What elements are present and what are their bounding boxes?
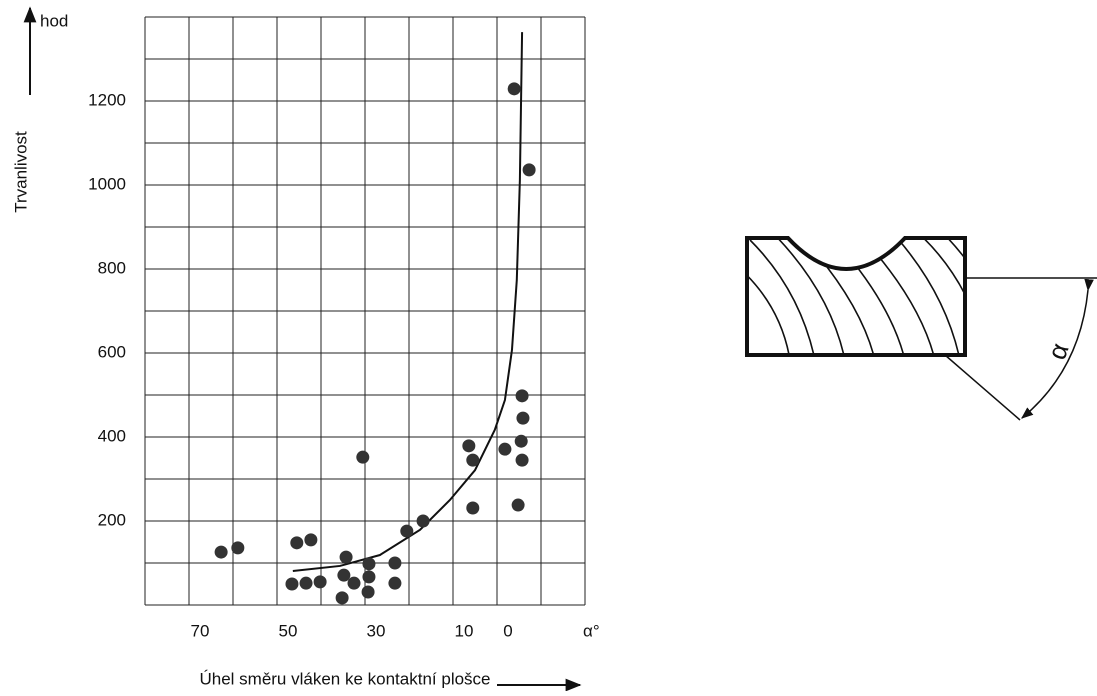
data-point: [466, 501, 480, 515]
x-tick-label: 10: [455, 621, 474, 640]
data-point: [304, 533, 318, 547]
y-tick-label: 1200: [88, 90, 126, 109]
data-point: [285, 577, 299, 591]
y-tick-label: 1000: [88, 174, 126, 193]
data-point: [335, 591, 349, 605]
data-point: [511, 498, 525, 512]
x-unit: α°: [583, 621, 600, 640]
data-point: [388, 556, 402, 570]
data-point: [362, 570, 376, 584]
data-point: [515, 389, 529, 403]
wood-piece: [745, 236, 967, 357]
data-point: [400, 524, 414, 538]
x-tick-label: 30: [367, 621, 386, 640]
x-tick-label: 50: [279, 621, 298, 640]
data-point: [514, 434, 528, 448]
y-unit: hod: [40, 11, 68, 30]
x-label: Úhel směru vláken ke kontaktní plošce: [199, 669, 490, 688]
data-point: [290, 536, 304, 550]
fiber-line: [944, 354, 1021, 421]
angle-arc: [1021, 278, 1094, 419]
data-point: [416, 514, 430, 528]
data-point: [516, 411, 530, 425]
data-point: [361, 585, 375, 599]
data-point: [462, 439, 476, 453]
data-point: [522, 163, 536, 177]
data-point: [356, 450, 370, 464]
data-point: [466, 453, 480, 467]
y-label: Trvanlivost: [11, 131, 30, 213]
y-tick-label: 400: [98, 426, 126, 445]
data-point: [339, 550, 353, 564]
angle-label: α: [1041, 339, 1074, 363]
y-tick-label: 600: [98, 342, 126, 361]
y-tick-label: 200: [98, 510, 126, 529]
data-point: [498, 442, 512, 456]
data-point: [515, 453, 529, 467]
data-point: [299, 576, 313, 590]
plot: 200 400 600 800 1000 1200 70 50 30 10 0: [88, 16, 586, 640]
x-tick-label: 70: [191, 621, 210, 640]
x-tick-label: 0: [503, 621, 512, 640]
y-tick-label: 800: [98, 258, 126, 277]
data-point: [347, 576, 361, 590]
trend-curve: [292, 32, 524, 572]
data-point: [337, 568, 351, 582]
data-point: [388, 576, 402, 590]
data-point: [507, 82, 521, 96]
data-point: [362, 557, 376, 571]
data-point: [231, 541, 245, 555]
data-point: [214, 545, 228, 559]
data-point: [313, 575, 327, 589]
grain-hatching: [747, 238, 965, 355]
diagram: [745, 236, 1097, 421]
